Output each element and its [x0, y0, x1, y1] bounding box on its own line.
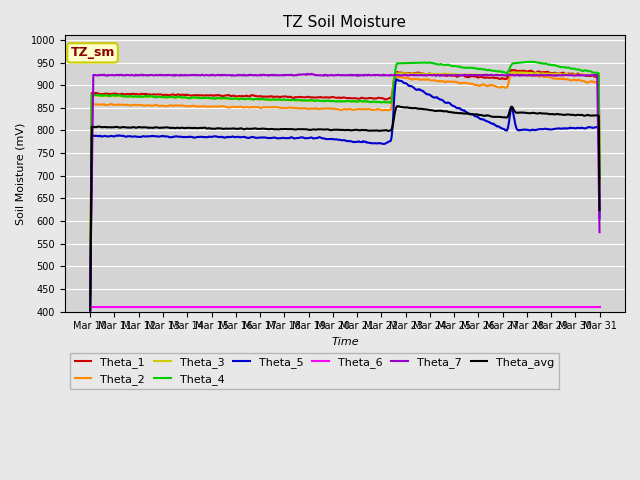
Theta_1: [508, 67, 515, 73]
Theta_2: [508, 71, 515, 76]
Theta_5: [392, 76, 400, 82]
Theta_7: [86, 281, 94, 287]
Theta_1: [86, 290, 94, 296]
Y-axis label: Soil Moisture (mV): Soil Moisture (mV): [15, 122, 25, 225]
Theta_3: [595, 72, 603, 78]
Title: TZ Soil Moisture: TZ Soil Moisture: [284, 15, 406, 30]
Theta_6: [151, 304, 159, 310]
Theta_6: [596, 304, 604, 310]
Theta_1: [387, 96, 395, 101]
Line: Theta_2: Theta_2: [90, 73, 600, 299]
Line: Theta_4: Theta_4: [90, 62, 600, 294]
Theta_4: [86, 291, 94, 297]
Theta_3: [387, 99, 395, 105]
Legend: Theta_1, Theta_2, Theta_3, Theta_4, Theta_5, Theta_6, Theta_7, Theta_avg: Theta_1, Theta_2, Theta_3, Theta_4, Thet…: [70, 353, 559, 389]
Theta_1: [595, 72, 603, 78]
Theta_avg: [151, 125, 159, 131]
Theta_5: [387, 138, 395, 144]
Theta_7: [100, 72, 108, 78]
Theta_7: [388, 72, 396, 78]
Theta_avg: [86, 307, 94, 313]
Line: Theta_3: Theta_3: [90, 72, 600, 294]
X-axis label: Time: Time: [331, 337, 358, 347]
Theta_3: [100, 93, 108, 99]
Theta_7: [303, 71, 311, 77]
Theta_3: [287, 97, 294, 103]
Theta_2: [387, 107, 395, 113]
Theta_4: [596, 176, 604, 181]
Theta_avg: [596, 207, 604, 213]
Theta_1: [151, 92, 159, 97]
Line: Theta_1: Theta_1: [90, 70, 600, 293]
Theta_6: [86, 304, 94, 310]
Theta_5: [595, 124, 603, 130]
Theta_3: [86, 291, 94, 297]
Theta_4: [100, 93, 108, 99]
Theta_6: [387, 304, 395, 310]
Theta_1: [287, 94, 294, 100]
Theta_4: [287, 97, 294, 103]
Theta_avg: [287, 126, 294, 132]
Theta_2: [596, 182, 604, 188]
Theta_3: [596, 177, 604, 182]
Theta_5: [151, 133, 159, 139]
Theta_6: [212, 304, 220, 310]
Theta_1: [596, 177, 604, 182]
Theta_5: [212, 133, 220, 139]
Theta_7: [596, 229, 604, 235]
Line: Theta_7: Theta_7: [90, 74, 600, 284]
Theta_avg: [393, 103, 401, 109]
Theta_avg: [212, 126, 220, 132]
Theta_2: [151, 102, 159, 108]
Theta_7: [287, 72, 294, 78]
Theta_3: [151, 94, 159, 100]
Theta_2: [287, 105, 294, 110]
Line: Theta_5: Theta_5: [90, 79, 600, 315]
Text: TZ_sm: TZ_sm: [70, 47, 115, 60]
Theta_4: [212, 96, 220, 102]
Theta_avg: [595, 113, 603, 119]
Theta_7: [151, 72, 159, 78]
Theta_7: [595, 177, 603, 182]
Theta_avg: [100, 124, 108, 130]
Theta_3: [515, 70, 522, 75]
Theta_avg: [387, 127, 395, 133]
Theta_6: [287, 304, 294, 310]
Theta_2: [100, 101, 108, 107]
Theta_4: [529, 59, 537, 65]
Theta_6: [100, 304, 108, 310]
Theta_4: [151, 94, 159, 100]
Line: Theta_avg: Theta_avg: [90, 106, 600, 310]
Theta_7: [212, 72, 220, 78]
Theta_1: [100, 91, 108, 97]
Theta_2: [86, 296, 94, 301]
Theta_6: [594, 304, 602, 310]
Theta_2: [212, 104, 220, 109]
Theta_4: [387, 100, 395, 106]
Theta_5: [287, 134, 294, 140]
Theta_4: [595, 71, 603, 76]
Theta_1: [212, 93, 220, 98]
Theta_5: [596, 216, 604, 221]
Theta_5: [86, 312, 94, 318]
Theta_3: [212, 96, 220, 101]
Theta_2: [595, 80, 603, 86]
Theta_5: [100, 133, 108, 139]
